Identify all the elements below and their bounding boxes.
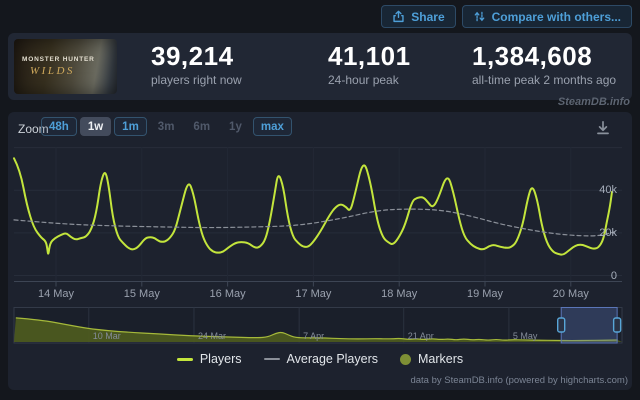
players-line-swatch (176, 357, 193, 361)
range-button-1w[interactable]: 1w (79, 117, 112, 136)
average-line-swatch (263, 358, 280, 360)
chart-legend: Players Average Players Markers (0, 352, 640, 366)
legend-item-players[interactable]: Players (176, 352, 242, 366)
y-axis-label: 40k (599, 184, 617, 197)
steamdb-watermark: SteamDB.info (557, 96, 630, 108)
y-axis-label: 20k (599, 226, 617, 239)
x-axis-label: 16 May (209, 288, 246, 300)
alltime-peak-value: 1,384,608 (472, 41, 593, 71)
download-chart-icon[interactable] (594, 119, 612, 137)
capsule-title-line2: WILDS (30, 65, 75, 77)
range-button-1y: 1y (229, 120, 242, 133)
x-axis-label: 14 May (37, 288, 75, 300)
navigator-date-label: 5 May (512, 331, 538, 341)
x-axis-label: 18 May (381, 288, 418, 300)
alltime-peak-label: all-time peak 2 months ago (472, 73, 617, 87)
range-button-6m: 6m (193, 120, 211, 133)
peak24-label: 24-hour peak (328, 73, 399, 87)
share-button[interactable]: Share (381, 5, 456, 28)
highcharts-credit: data by SteamDB.info (powered by highcha… (410, 375, 628, 386)
compare-button[interactable]: Compare with others... (461, 5, 632, 28)
x-axis-label: 19 May (466, 288, 504, 300)
legend-item-markers[interactable]: Markers (400, 352, 463, 366)
navigator-date-label: 21 Apr (407, 331, 434, 341)
top-action-bar: Share Compare with others... (381, 5, 632, 28)
range-button-1m[interactable]: 1m (114, 117, 147, 136)
game-capsule-image[interactable]: MONSTER HUNTER WILDS (14, 39, 117, 94)
navigator-date-label: 24 Mar (197, 331, 226, 341)
chart-panel (8, 112, 632, 390)
range-button-48h[interactable]: 48h (41, 117, 77, 136)
current-players-label: players right now (151, 73, 242, 87)
capsule-title-line1: MONSTER HUNTER (22, 56, 95, 63)
legend-markers-label: Markers (418, 352, 464, 366)
legend-item-average-players[interactable]: Average Players (263, 352, 379, 366)
x-axis-label: 17 May (295, 288, 332, 300)
navigator-date-label: 10 Mar (92, 331, 121, 341)
range-button-max[interactable]: max (252, 117, 292, 136)
range-selector: 48h 1w 1m 3m 6m 1y max (41, 117, 292, 136)
compare-button-label: Compare with others... (491, 9, 621, 24)
markers-dot-swatch (400, 353, 412, 365)
stat-current-players: 39,214 players right now (151, 43, 242, 87)
share-icon (392, 10, 405, 23)
navigator-date-label: 7 Apr (303, 331, 325, 341)
share-button-label: Share (411, 9, 445, 24)
x-axis-label: 15 May (123, 288, 160, 300)
stat-24h-peak: 41,101 24-hour peak (328, 43, 411, 87)
current-players-value: 39,214 (151, 41, 234, 71)
y-axis-label: 0 (610, 269, 617, 282)
peak24-value: 41,101 (328, 41, 411, 71)
compare-icon (473, 10, 486, 23)
x-axis-label: 20 May (552, 288, 589, 300)
range-button-3m: 3m (157, 120, 175, 133)
legend-average-label: Average Players (286, 352, 379, 366)
stat-alltime-peak: 1,384,608 all-time peak 2 months ago (472, 43, 616, 87)
legend-players-label: Players (199, 352, 242, 366)
